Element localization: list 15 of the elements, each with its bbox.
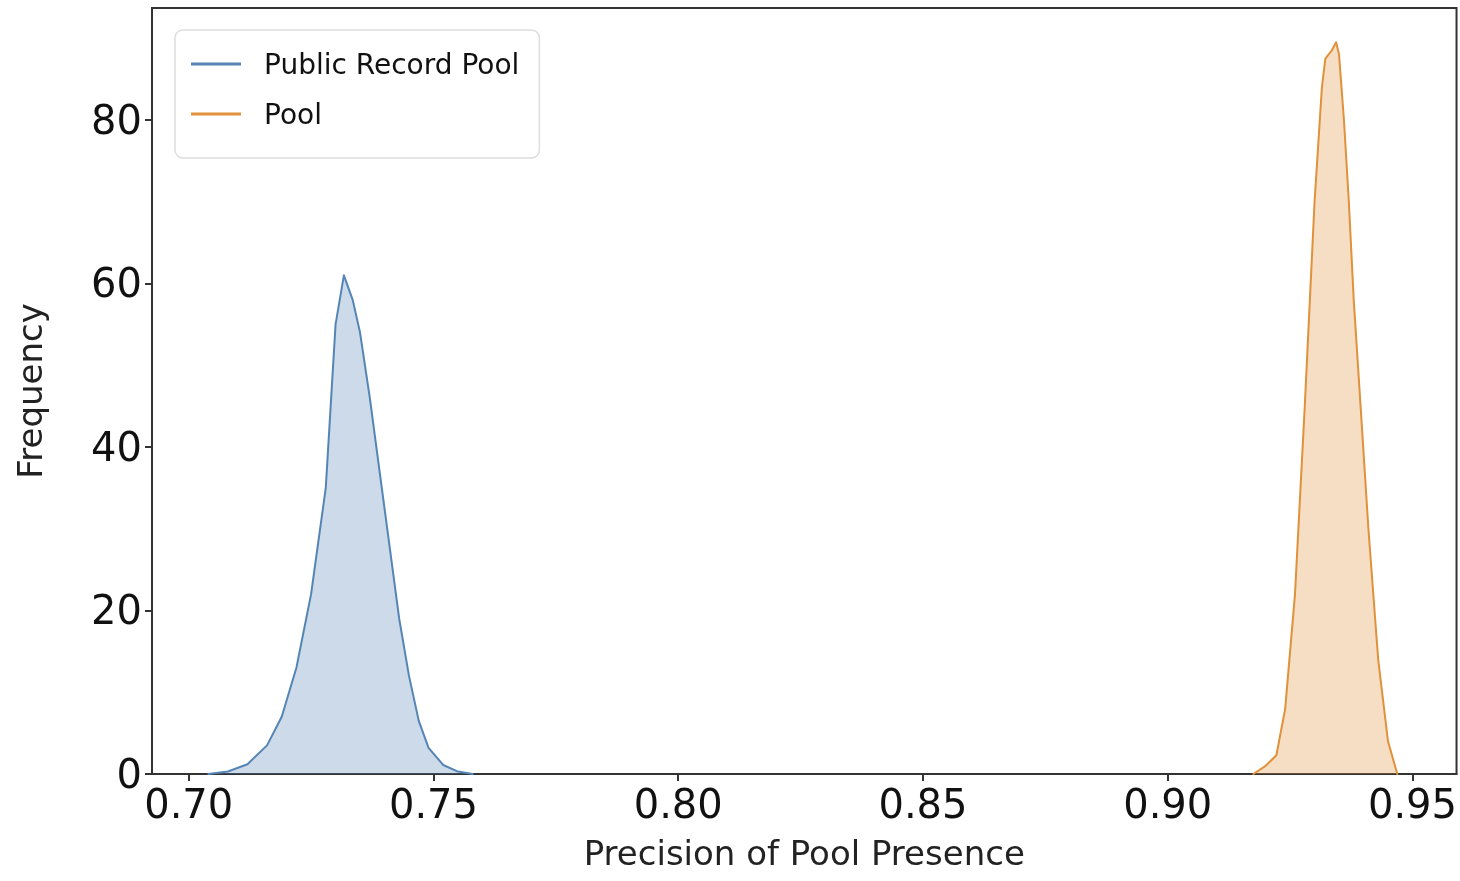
x-tick-label: 0.90 [1123,781,1213,827]
legend-label: Public Record Pool [264,47,520,81]
y-tick-label: 0 [116,751,142,797]
y-axis-title: Frequency [10,303,50,479]
legend-label: Pool [264,97,322,131]
x-tick-label: 0.85 [878,781,968,827]
x-tick-label: 0.75 [388,781,478,827]
y-tick-label: 20 [91,587,142,634]
x-tick-label: 0.95 [1367,781,1457,827]
y-tick-label: 80 [91,97,142,143]
x-tick-label: 0.80 [633,781,723,827]
y-tick-label: 40 [91,424,142,470]
x-axis-title: Precision of Pool Presence [583,833,1025,873]
x-tick-label: 0.70 [144,781,234,827]
y-tick-label: 60 [91,260,142,307]
